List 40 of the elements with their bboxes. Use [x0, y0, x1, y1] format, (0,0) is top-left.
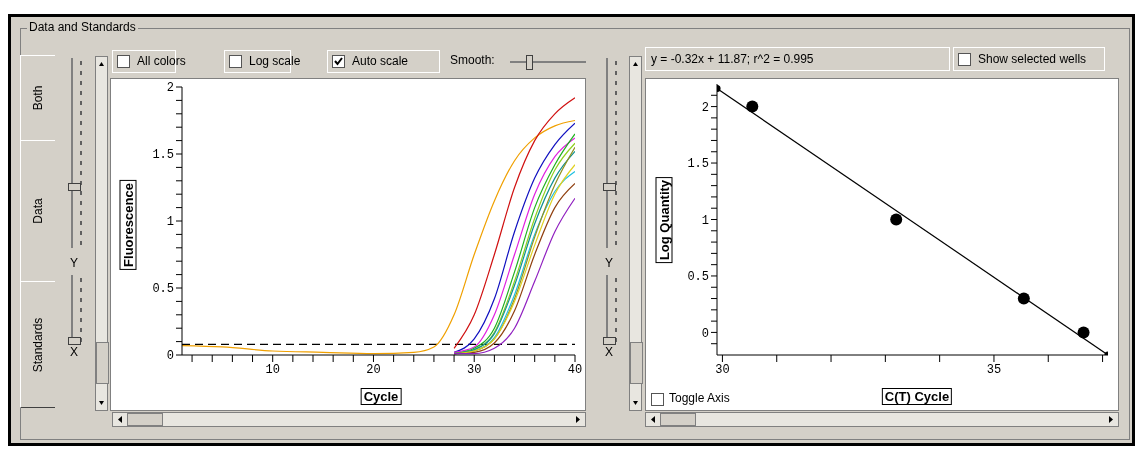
point	[1017, 292, 1030, 305]
y-tick-label: 0	[701, 326, 709, 341]
text: Smooth:	[450, 53, 495, 67]
y-axis-title: Fluorescence	[119, 180, 137, 270]
y-tick-label: 1	[166, 215, 174, 230]
text: Show selected wells	[978, 52, 1087, 66]
x-tick-label: 30	[467, 362, 482, 377]
x-axis-title: C(T) Cycle	[881, 388, 953, 405]
x-tick-label: 35	[986, 362, 1002, 377]
y-tick-label: 0.5	[152, 282, 174, 297]
text: Both	[31, 85, 45, 111]
y-tick-label: 1	[701, 213, 709, 228]
point	[1077, 326, 1090, 339]
text: Y	[605, 256, 614, 270]
y-axis-title: Log Quantity	[655, 176, 673, 264]
x-tick-label: 10	[265, 362, 280, 377]
text: X	[70, 345, 79, 359]
y-tick-label: 0	[166, 349, 174, 364]
text: y = -0.32x + 11.87; r^2 = 0.995	[645, 47, 950, 71]
y-tick-label: 2	[166, 81, 174, 96]
x-tick-label: 20	[366, 362, 381, 377]
x-tick-label: 30	[715, 362, 730, 377]
point	[1104, 351, 1108, 355]
text: Data	[31, 198, 45, 224]
point	[746, 100, 759, 113]
text: Standards	[31, 317, 45, 372]
text: Y	[70, 256, 79, 270]
text: X	[605, 345, 614, 359]
text: Toggle Axis	[669, 391, 730, 405]
y-tick-label: 0.5	[687, 270, 709, 285]
y-tick-label: 1.5	[152, 148, 174, 163]
y-tick-label: 2	[701, 100, 709, 115]
y-tick-label: 1.5	[687, 157, 709, 172]
text: Log scale	[249, 54, 301, 68]
text: All colors	[137, 54, 186, 68]
x-axis-title: Cycle	[360, 388, 402, 405]
point	[890, 213, 903, 226]
text: Auto scale	[352, 54, 409, 68]
text: Data and Standards	[27, 20, 138, 34]
x-tick-label: 40	[567, 362, 583, 377]
